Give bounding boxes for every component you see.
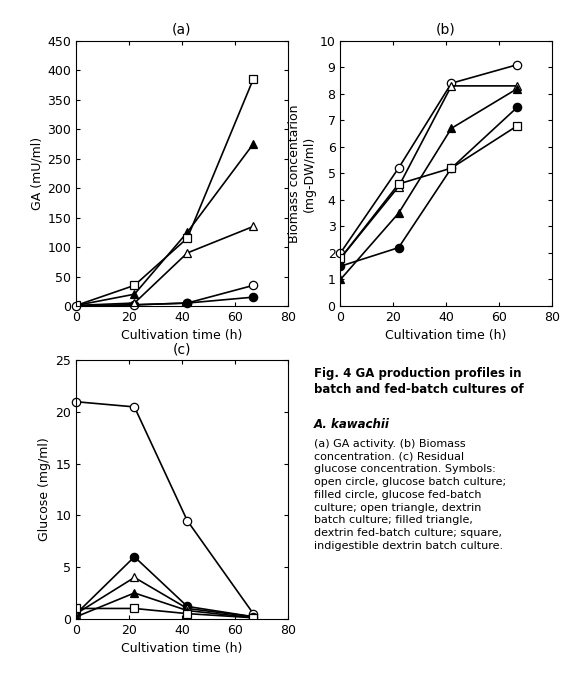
Y-axis label: Biomass concentarion
(mg-DW/ml): Biomass concentarion (mg-DW/ml) [288,104,316,243]
X-axis label: Cultivation time (h): Cultivation time (h) [386,329,507,343]
Y-axis label: Glucose (mg/ml): Glucose (mg/ml) [38,438,52,541]
Title: (c): (c) [173,343,191,356]
Text: A. kawachii: A. kawachii [314,418,390,431]
X-axis label: Cultivation time (h): Cultivation time (h) [122,642,242,656]
Text: (a) GA activity. (b) Biomass
concentration. (c) Residual
glucose concentration. : (a) GA activity. (b) Biomass concentrati… [314,439,506,551]
Text: Fig. 4 GA production profiles in
batch and fed-batch cultures of: Fig. 4 GA production profiles in batch a… [314,367,524,396]
Title: (a): (a) [172,23,192,37]
X-axis label: Cultivation time (h): Cultivation time (h) [122,329,242,343]
Y-axis label: GA (mU/ml): GA (mU/ml) [31,137,43,210]
Title: (b): (b) [436,23,456,37]
Text: .: . [368,418,373,431]
